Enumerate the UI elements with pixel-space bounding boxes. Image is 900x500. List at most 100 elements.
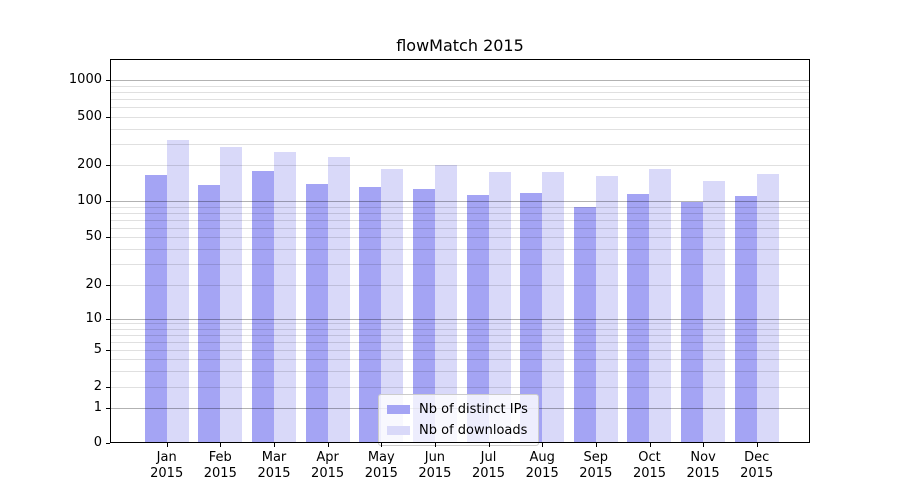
plot-area: Nb of distinct IPs Nb of downloads [110, 59, 810, 446]
x-tick-mark [649, 443, 651, 447]
gridlines-layer [110, 59, 810, 443]
bar-jun-distinct-ips [412, 189, 435, 443]
minor-gridline [110, 85, 810, 87]
bar-dec-downloads [756, 174, 779, 443]
bar-jun-downloads [434, 165, 457, 443]
bar-sep-downloads [595, 175, 618, 443]
minor-gridline [110, 107, 810, 109]
x-tick-mark [756, 443, 758, 447]
legend-label: Nb of downloads [419, 423, 528, 438]
minor-gridline [110, 117, 810, 118]
bar-may-distinct-ips [359, 187, 382, 443]
minor-gridline [110, 350, 810, 351]
legend-item-distinct-ips: Nb of distinct IPs [387, 401, 528, 418]
x-tick-label-oct: Oct 2015 [632, 450, 667, 481]
bars-layer [110, 59, 810, 443]
y-tick-label: 10 [85, 310, 102, 326]
legend-label: Nb of distinct IPs [419, 402, 528, 417]
x-tick-label-jul: Jul 2015 [471, 450, 506, 481]
minor-gridline [110, 328, 810, 330]
bar-nov-downloads [703, 180, 726, 443]
y-tick-label: 50 [85, 229, 102, 244]
bar-may-downloads [381, 168, 404, 443]
y-tick-label: 500 [77, 109, 102, 124]
x-tick-mark [166, 443, 168, 447]
bar-feb-downloads [220, 147, 243, 443]
minor-gridline [110, 128, 810, 130]
minor-gridline [110, 387, 810, 388]
x-tick-label-sep: Sep 2015 [579, 450, 613, 481]
minor-gridline [110, 263, 810, 265]
minor-gridline [110, 323, 810, 325]
bar-apr-downloads [327, 156, 350, 443]
minor-gridline [110, 165, 810, 166]
y-tick-label: 20 [85, 276, 102, 292]
legend-item-downloads: Nb of downloads [387, 422, 528, 439]
y-tick-mark [106, 318, 110, 320]
bar-aug-distinct-ips [520, 192, 543, 443]
y-tick-mark [106, 117, 110, 118]
x-tick-mark [488, 443, 490, 447]
y-tick-label: 1 [93, 400, 102, 415]
x-tick-mark [703, 443, 705, 447]
y-tick-label: 100 [77, 193, 102, 208]
y-tick-mark [106, 284, 110, 286]
major-gridline [110, 318, 810, 320]
y-tick-mark [106, 387, 110, 388]
y-tick-label: 1000 [68, 72, 102, 87]
bar-oct-distinct-ips [627, 194, 650, 443]
minor-gridline [110, 284, 810, 286]
chart-title: flowMatch 2015 [396, 36, 524, 55]
legend-swatch [387, 426, 410, 435]
bar-aug-downloads [542, 171, 565, 443]
minor-gridline [110, 237, 810, 238]
minor-gridline [110, 219, 810, 221]
minor-gridline [110, 227, 810, 229]
bar-jul-distinct-ips [466, 195, 489, 443]
legend: Nb of distinct IPs Nb of downloads [378, 394, 539, 446]
bar-sep-distinct-ips [573, 206, 596, 443]
minor-gridline [110, 143, 810, 145]
y-tick-label: 2 [93, 379, 102, 394]
y-tick-label: 200 [77, 157, 102, 172]
bar-jan-downloads [166, 140, 189, 443]
x-tick-mark [274, 443, 275, 447]
y-tick-mark [106, 165, 110, 166]
x-tick-mark [220, 443, 222, 447]
bar-nov-distinct-ips [681, 202, 704, 443]
x-tick-label-jun: Jun 2015 [418, 450, 452, 481]
minor-gridline [110, 91, 810, 93]
minor-gridline [110, 359, 810, 360]
y-tick-label: 5 [93, 342, 102, 357]
y-tick-label: 0 [93, 435, 102, 450]
x-tick-label-apr: Apr 2015 [311, 450, 345, 481]
x-tick-mark [595, 443, 597, 447]
bar-feb-distinct-ips [198, 185, 221, 443]
minor-gridline [110, 248, 810, 250]
minor-gridline [110, 99, 810, 100]
bar-jul-downloads [488, 171, 511, 443]
x-tick-mark [381, 443, 383, 447]
x-tick-mark [434, 443, 436, 447]
minor-gridline [110, 341, 810, 343]
minor-gridline [110, 212, 810, 214]
y-tick-mark [106, 408, 110, 409]
bar-jan-distinct-ips [144, 175, 167, 443]
bar-mar-distinct-ips [251, 170, 274, 443]
x-tick-label-mar: Mar 2015 [257, 450, 291, 481]
legend-container: Nb of distinct IPs Nb of downloads [110, 59, 810, 446]
minor-gridline [110, 370, 810, 372]
x-tick-label-dec: Dec 2015 [740, 450, 774, 481]
bar-dec-distinct-ips [734, 196, 757, 443]
minor-gridline [110, 334, 810, 336]
legend-swatch [387, 405, 410, 414]
y-tick-mark [106, 201, 110, 202]
x-tick-mark [542, 443, 544, 447]
y-tick-mark [106, 237, 110, 238]
x-tick-label-aug: Aug 2015 [525, 450, 559, 481]
x-tick-label-may: May 2015 [364, 450, 398, 481]
y-tick-mark [106, 350, 110, 351]
x-tick-label-feb: Feb 2015 [203, 450, 237, 481]
x-tick-mark [327, 443, 329, 447]
